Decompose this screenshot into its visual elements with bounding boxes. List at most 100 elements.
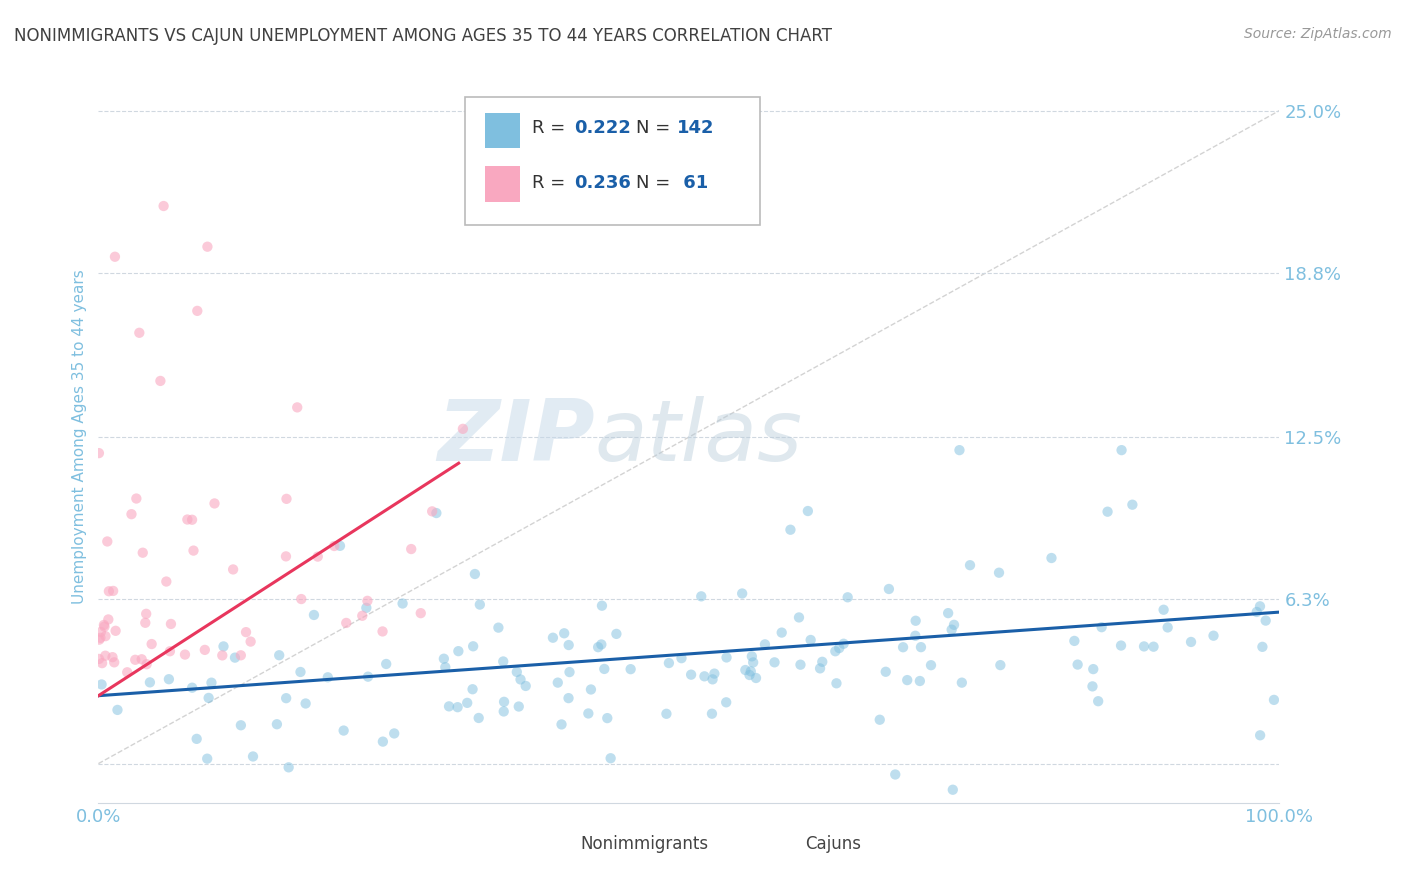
- Point: [671, 651, 693, 665]
- Point: [451, 422, 474, 436]
- Point: [910, 640, 932, 655]
- Point: [891, 640, 914, 655]
- FancyBboxPatch shape: [464, 97, 759, 225]
- Point: [97, 612, 120, 626]
- Point: [356, 594, 378, 608]
- Point: [181, 681, 204, 695]
- Point: [446, 700, 468, 714]
- Point: [797, 504, 820, 518]
- Point: [464, 567, 486, 582]
- Point: [224, 650, 246, 665]
- Point: [97, 584, 120, 599]
- Point: [125, 491, 148, 506]
- Point: [242, 749, 264, 764]
- Point: [391, 597, 413, 611]
- Point: [875, 665, 897, 679]
- Point: [950, 675, 973, 690]
- Point: [506, 665, 529, 679]
- Point: [740, 665, 762, 679]
- Point: [91, 656, 114, 670]
- Point: [197, 240, 219, 254]
- Point: [104, 624, 127, 638]
- Point: [204, 496, 226, 510]
- Point: [908, 673, 931, 688]
- Point: [557, 691, 579, 706]
- Point: [942, 782, 965, 797]
- Point: [1249, 599, 1271, 614]
- FancyBboxPatch shape: [536, 833, 568, 854]
- Point: [371, 624, 394, 639]
- Point: [101, 583, 124, 598]
- Point: [1040, 551, 1063, 566]
- Point: [492, 705, 515, 719]
- Point: [276, 691, 298, 706]
- Point: [132, 546, 155, 560]
- Point: [101, 650, 124, 665]
- Point: [1156, 620, 1178, 634]
- Point: [591, 599, 613, 613]
- Point: [904, 614, 927, 628]
- Point: [456, 696, 478, 710]
- Point: [87, 652, 110, 666]
- Text: Source: ZipAtlas.com: Source: ZipAtlas.com: [1244, 27, 1392, 41]
- Point: [734, 663, 756, 677]
- Point: [754, 637, 776, 651]
- Point: [716, 650, 738, 665]
- Point: [681, 667, 703, 681]
- Point: [463, 640, 485, 654]
- Point: [605, 627, 627, 641]
- Point: [425, 506, 447, 520]
- Point: [558, 665, 581, 679]
- Point: [948, 443, 970, 458]
- Point: [541, 631, 564, 645]
- Point: [399, 542, 422, 557]
- Point: [89, 632, 111, 647]
- Point: [808, 661, 831, 675]
- Point: [941, 623, 963, 637]
- Point: [837, 591, 859, 605]
- Point: [277, 760, 299, 774]
- Text: R =: R =: [531, 174, 571, 192]
- Point: [195, 752, 218, 766]
- Point: [89, 631, 111, 645]
- Point: [824, 644, 846, 658]
- Text: Cajuns: Cajuns: [804, 835, 860, 853]
- Point: [599, 751, 621, 765]
- Point: [274, 549, 297, 564]
- Point: [1097, 505, 1119, 519]
- Point: [382, 726, 405, 740]
- Point: [323, 539, 346, 553]
- Point: [212, 640, 235, 654]
- Point: [1246, 605, 1268, 619]
- Point: [591, 637, 613, 651]
- Point: [936, 606, 959, 620]
- Point: [186, 304, 208, 318]
- Point: [1091, 620, 1114, 634]
- Point: [307, 549, 329, 564]
- Point: [1111, 443, 1133, 458]
- Point: [1249, 728, 1271, 742]
- Point: [779, 523, 801, 537]
- Text: 61: 61: [678, 174, 709, 192]
- Point: [620, 662, 643, 676]
- Point: [87, 446, 110, 460]
- Point: [486, 621, 509, 635]
- Point: [959, 558, 981, 573]
- Point: [593, 662, 616, 676]
- Point: [186, 731, 208, 746]
- Y-axis label: Unemployment Among Ages 35 to 44 years: Unemployment Among Ages 35 to 44 years: [72, 269, 87, 605]
- Point: [586, 640, 609, 655]
- Point: [920, 658, 942, 673]
- Point: [700, 706, 723, 721]
- Point: [135, 657, 157, 672]
- Point: [1263, 693, 1285, 707]
- Point: [1251, 640, 1274, 654]
- Point: [1254, 614, 1277, 628]
- Point: [200, 675, 222, 690]
- Point: [576, 706, 599, 721]
- Point: [103, 656, 125, 670]
- Point: [494, 695, 516, 709]
- Point: [294, 697, 316, 711]
- Point: [107, 703, 129, 717]
- Point: [285, 401, 308, 415]
